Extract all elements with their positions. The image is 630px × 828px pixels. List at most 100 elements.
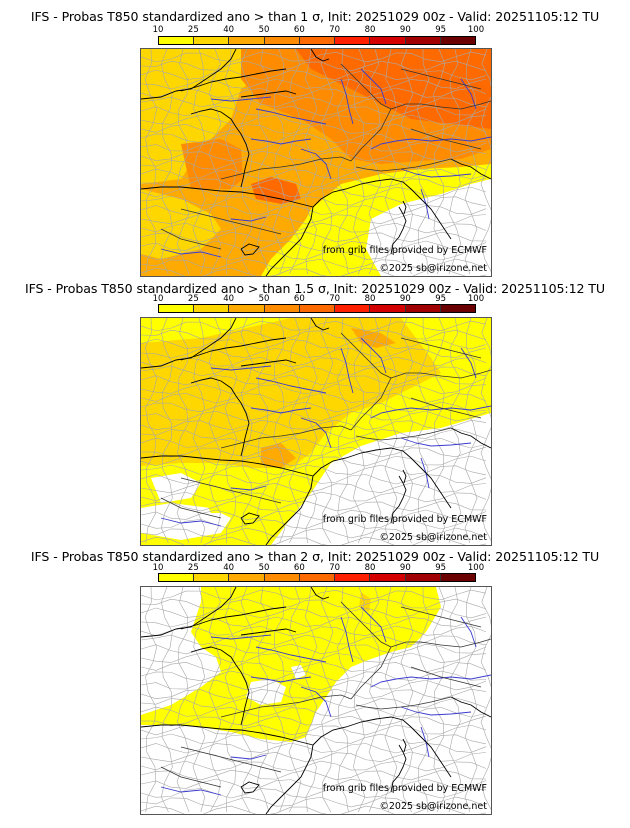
colorbar-tick-label: 60 [293,563,305,573]
coastline [312,716,452,778]
admin-boundary [240,587,254,813]
river [370,136,491,150]
admin-boundary [224,587,238,813]
coastline [240,359,297,367]
colorbar-tick-label: 25 [187,563,199,573]
admin-boundary [256,587,270,813]
probability-area [141,503,231,540]
admin-boundary [176,318,190,544]
coastline [450,427,491,449]
admin-boundary [400,318,414,544]
colorbar-tick-label: 95 [435,563,447,573]
admin-boundary [448,49,462,275]
admin-boundary [433,587,446,813]
credit-source: from grib files provided by ECMWF [322,245,487,256]
country-border [340,332,392,379]
country-border [160,497,222,519]
colorbar-tick-label: 100 [467,25,485,35]
admin-boundary [272,318,286,544]
coastlines [141,49,491,276]
colorbar-tick-label: 95 [435,25,447,35]
admin-boundary [141,670,487,682]
map-canvas [141,49,491,276]
colorbar-ticks: 10 25 40 50 60 70 80 90 95 100 [153,563,485,573]
admin-boundary [320,49,334,275]
admin-boundary [141,168,487,180]
river [460,78,477,110]
credit-source: from grib files provided by ECMWF [322,783,487,794]
river [160,786,222,796]
admin-boundary [141,132,487,144]
probability-field [141,587,491,814]
admin-boundary [141,401,487,413]
colorbar-tick-label: 70 [329,25,341,35]
river [460,616,477,648]
admin-boundary [192,49,206,275]
colorbar-segment [194,305,230,312]
river [210,365,272,371]
admin-boundary [288,587,302,813]
country-border [180,477,282,504]
admin-boundary [141,518,487,530]
probability-area [141,318,441,468]
admin-boundary [240,49,254,275]
probability-area [251,177,301,204]
coastline [390,475,407,524]
admin-boundary [144,318,158,544]
admin-boundary [240,318,254,544]
river [340,347,354,394]
admin-boundary [141,787,487,799]
admin-boundary [141,374,487,386]
coastline [240,781,260,794]
admin-boundary [141,437,487,449]
admin-boundary [192,318,206,544]
river [370,405,491,419]
admin-boundary [141,249,487,261]
colorbar-segment [264,574,300,581]
admin-boundaries [141,49,491,276]
country-border [355,427,452,441]
coastline [402,200,407,215]
admin-boundary [141,598,487,610]
admin-boundary [141,51,487,63]
colorbar-segment [440,37,475,44]
colorbar-segment [229,574,265,581]
credit-copyright: ©2025 sb@irizone.net [379,263,487,274]
colorbar-segment [440,305,475,312]
admin-boundary [288,318,302,544]
admin-boundary [288,49,302,275]
country-border [410,666,482,688]
admin-boundary [144,49,158,275]
admin-boundary [141,805,487,814]
colorbar-segment [159,305,195,312]
admin-boundary [141,643,487,655]
colorbar [158,36,476,45]
admin-boundary [272,587,286,813]
country-border [400,337,482,359]
probability-area [141,587,441,742]
admin-boundary [208,49,222,275]
river [160,517,222,527]
coastlines [141,587,491,814]
river [255,646,327,663]
probability-area [246,679,286,705]
admin-boundary [337,49,350,275]
admin-boundary [384,49,398,275]
country-border [160,766,222,788]
admin-boundary [353,318,366,544]
coastline [390,744,407,793]
coastline [190,108,250,188]
colorbar-segment [370,37,406,44]
panel-title: IFS - Probas T850 standardized ano > tha… [24,281,606,296]
river [250,407,312,414]
admin-boundary [337,318,350,544]
country-border [390,369,491,379]
admin-boundary [416,587,430,813]
probability-area [359,592,371,612]
country-border [390,638,491,648]
admin-boundary [448,587,462,813]
admin-boundary [141,231,487,243]
country-border [400,606,482,628]
coastline [180,68,287,92]
admin-boundary [141,141,487,153]
